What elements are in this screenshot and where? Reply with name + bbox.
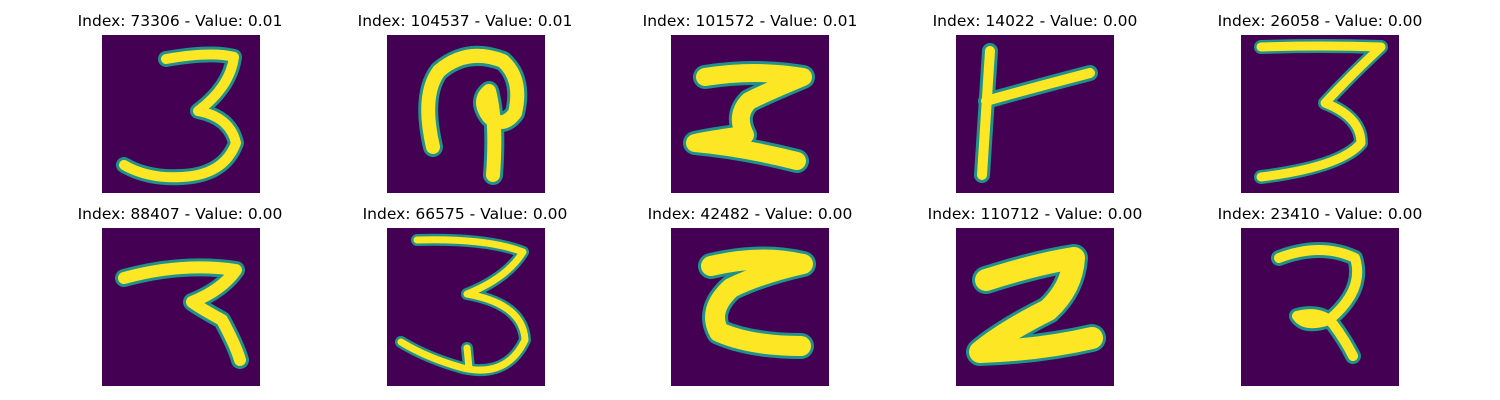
digit-image	[387, 35, 545, 193]
panel: Index: 73306 - Value: 0.01	[50, 8, 310, 198]
glyph-stroke	[701, 249, 813, 356]
panel-title: Index: 66575 - Value: 0.00	[362, 205, 568, 223]
panel-title: Index: 42482 - Value: 0.00	[647, 205, 853, 223]
digit-image	[1241, 35, 1399, 193]
glyph-stroke	[686, 64, 812, 170]
panel: Index: 42482 - Value: 0.00	[620, 201, 880, 391]
panel: Index: 66575 - Value: 0.00	[335, 201, 595, 391]
panel-title: Index: 101572 - Value: 0.01	[642, 12, 858, 30]
panel: Index: 88407 - Value: 0.00	[50, 201, 310, 391]
digit-image	[671, 228, 829, 386]
panel-title: Index: 73306 - Value: 0.01	[77, 12, 283, 30]
digit-image	[1241, 228, 1399, 386]
glyph-stroke	[421, 48, 525, 182]
panel: Index: 23410 - Value: 0.00	[1190, 201, 1450, 391]
panel-title: Index: 104537 - Value: 0.01	[357, 12, 573, 30]
panel: Index: 110712 - Value: 0.00	[905, 201, 1165, 391]
panel-title: Index: 23410 - Value: 0.00	[1217, 205, 1423, 223]
digit-image	[956, 35, 1114, 193]
panel: Index: 14022 - Value: 0.00	[905, 8, 1165, 198]
panel-title: Index: 14022 - Value: 0.00	[932, 12, 1138, 30]
panel: Index: 101572 - Value: 0.01	[620, 8, 880, 198]
panel: Index: 26058 - Value: 0.00	[1190, 8, 1450, 198]
glyph-stroke	[397, 236, 529, 374]
digit-image	[956, 228, 1114, 386]
digit-image	[671, 35, 829, 193]
glyph-stroke	[1274, 245, 1363, 361]
digit-image	[102, 35, 260, 193]
digit-image	[102, 228, 260, 386]
panel-title: Index: 110712 - Value: 0.00	[927, 205, 1143, 223]
panel: Index: 104537 - Value: 0.01	[335, 8, 595, 198]
glyph-stroke	[119, 49, 241, 183]
glyph-stroke	[977, 46, 1095, 180]
glyph-stroke	[118, 261, 246, 366]
glyph-stroke	[969, 247, 1103, 363]
panel-title: Index: 88407 - Value: 0.00	[77, 205, 283, 223]
digit-image	[387, 228, 545, 386]
panel-title: Index: 26058 - Value: 0.00	[1217, 12, 1423, 30]
glyph-stroke	[1256, 41, 1386, 182]
